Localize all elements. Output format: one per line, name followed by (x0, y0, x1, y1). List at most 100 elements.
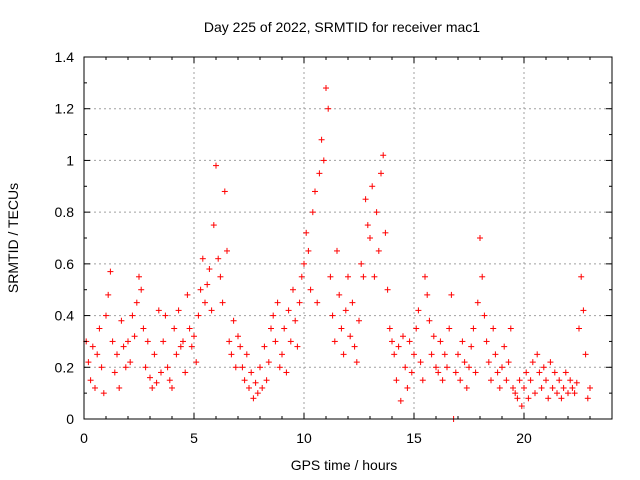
data-point (254, 390, 261, 397)
data-point (446, 325, 453, 332)
axis-ticks: 0 0.2 0.4 0.6 0.8 1 1.2 1.4 0 5 10 15 20 (55, 49, 613, 446)
data-point (270, 312, 277, 319)
data-point (549, 384, 556, 391)
x-axis-label: GPS time / hours (291, 457, 398, 473)
data-point (316, 170, 323, 177)
data-point (349, 299, 356, 306)
data-point (556, 377, 563, 384)
data-point (371, 273, 378, 280)
data-point (252, 379, 259, 386)
data-point (298, 273, 305, 280)
data-point (338, 325, 345, 332)
data-point (428, 351, 435, 358)
x-tick-label: 15 (406, 430, 422, 446)
data-point (195, 312, 202, 319)
data-point (545, 395, 552, 402)
data-point (534, 351, 541, 358)
data-point (263, 377, 270, 384)
data-point (560, 384, 567, 391)
data-point (505, 359, 512, 366)
grid (84, 57, 612, 419)
data-point (540, 364, 547, 371)
data-point (235, 333, 241, 340)
data-point (96, 325, 103, 332)
data-point (230, 317, 237, 324)
data-point (158, 369, 164, 376)
data-point (331, 338, 338, 345)
data-point (116, 384, 123, 391)
data-point (219, 299, 226, 306)
data-point (248, 369, 255, 376)
data-point (188, 343, 195, 350)
data-point (257, 364, 263, 371)
data-point (439, 377, 446, 384)
data-point (155, 307, 162, 314)
data-point (367, 235, 373, 241)
x-tick-label: 5 (190, 430, 198, 446)
data-point (224, 247, 230, 254)
data-point (175, 307, 182, 314)
y-tick-label: 1.2 (55, 101, 75, 117)
data-point (578, 273, 585, 280)
data-point (437, 338, 444, 345)
data-point (149, 384, 156, 391)
data-point (314, 299, 321, 306)
data-point (501, 343, 508, 350)
y-axis-label: SRMTID / TECUs (5, 183, 21, 293)
data-point (532, 390, 538, 397)
data-point (514, 395, 521, 402)
data-point (584, 395, 591, 402)
data-point (323, 85, 329, 92)
data-point (481, 312, 488, 319)
data-point (241, 377, 248, 384)
data-point (327, 273, 334, 280)
data-point (395, 343, 402, 350)
data-point (199, 255, 206, 262)
chart-title: Day 225 of 2022, SRMTID for receiver mac… (204, 19, 480, 35)
data-point (448, 291, 455, 298)
data-point (342, 307, 349, 314)
data-point (186, 325, 193, 332)
data-point (261, 343, 268, 350)
data-point (153, 379, 160, 386)
data-point (525, 395, 532, 402)
data-point (109, 338, 116, 345)
data-point (136, 273, 142, 280)
data-point (265, 359, 272, 366)
data-point (107, 268, 114, 275)
data-point (85, 359, 92, 366)
data-point (483, 338, 490, 345)
data-point (268, 325, 274, 332)
data-point (206, 266, 213, 273)
x-tick-label: 20 (516, 430, 532, 446)
data-point (246, 384, 252, 391)
data-point (384, 286, 391, 293)
data-point (461, 359, 468, 366)
data-point (554, 390, 560, 397)
data-point (276, 364, 283, 371)
data-point (184, 291, 191, 298)
data-point (466, 364, 472, 371)
data-point (127, 359, 134, 366)
data-point (120, 343, 127, 350)
data-point (250, 395, 257, 402)
data-point (353, 359, 360, 366)
data-point (131, 333, 138, 340)
data-point (485, 359, 492, 366)
data-point (122, 364, 129, 371)
data-point (340, 351, 347, 358)
data-point (114, 351, 120, 358)
data-point (496, 384, 503, 391)
data-point (312, 188, 318, 195)
data-point (516, 377, 523, 384)
data-point (147, 374, 153, 381)
data-point (406, 338, 413, 345)
data-point (562, 369, 569, 376)
data-point (177, 343, 184, 350)
data-point (386, 325, 393, 332)
y-tick-label: 0 (66, 411, 74, 427)
data-point (393, 377, 400, 384)
data-point (142, 364, 149, 371)
data-point (426, 317, 433, 324)
data-point (309, 209, 316, 216)
